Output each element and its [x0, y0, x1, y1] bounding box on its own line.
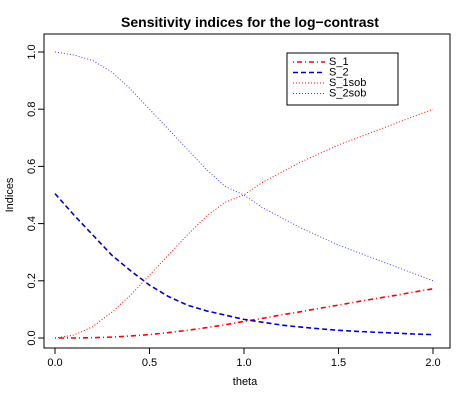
legend-label: S_1: [329, 56, 349, 68]
y-tick-label: 0.6: [26, 159, 38, 174]
x-tick-label: 0.5: [142, 357, 157, 369]
chart-title: Sensitivity indices for the log−contrast: [121, 14, 379, 30]
series-line-s-1sob: [54, 108, 434, 339]
legend-label: S_1sob: [329, 77, 366, 89]
x-tick-label: 1.5: [331, 357, 346, 369]
x-axis: 0.0 0.5 1.0 1.5 2.0: [47, 347, 441, 369]
series-line-s-2: [54, 193, 434, 336]
x-axis-label: theta: [233, 376, 258, 388]
legend-label: S_2sob: [329, 88, 366, 100]
y-tick-label: 0.4: [26, 216, 38, 231]
y-tick-label: 0.8: [26, 102, 38, 117]
series-layer: [54, 51, 434, 339]
y-axis: 0.0 0.2 0.4 0.6 0.8 1.0: [26, 44, 45, 346]
x-tick-label: 2.0: [425, 357, 440, 369]
y-tick-label: 1.0: [26, 44, 38, 59]
y-tick-label: 0.2: [26, 273, 38, 288]
series-line-s-1: [55, 288, 434, 339]
series-line-s-2sob: [54, 51, 434, 282]
y-axis-label: Indices: [4, 177, 16, 212]
x-tick-label: 1.0: [236, 357, 251, 369]
y-tick-label: 0.0: [26, 330, 38, 345]
x-tick-label: 0.0: [47, 357, 62, 369]
legend-label: S_2: [329, 67, 349, 79]
